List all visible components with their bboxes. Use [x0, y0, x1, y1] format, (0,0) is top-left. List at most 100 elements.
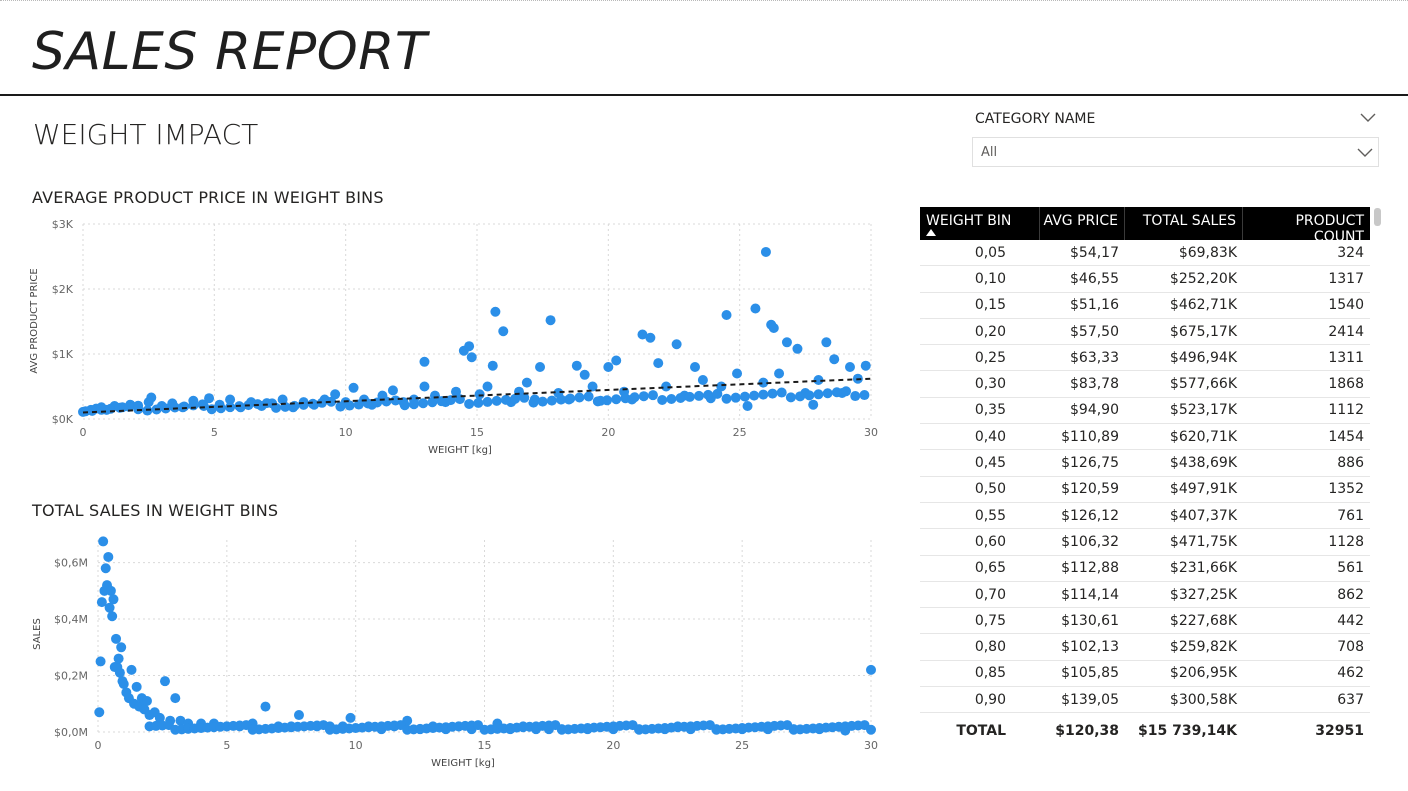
data-point [776, 387, 787, 398]
table-row[interactable]: 0,45 $126,75 $438,69K 886 [920, 450, 1370, 477]
table-row[interactable]: 0,55 $126,12 $407,37K 761 [920, 503, 1370, 530]
table-row[interactable]: 0,75 $130,61 $227,68K 442 [920, 608, 1370, 635]
table-row[interactable]: 0,25 $63,33 $496,94K 1311 [920, 345, 1370, 372]
data-point [804, 390, 815, 401]
table-row[interactable]: 0,30 $83,78 $577,66K 1868 [920, 371, 1370, 398]
cell-weight-bin: 0,55 [974, 507, 1006, 524]
data-point [154, 712, 165, 723]
cell-product-count: 886 [1337, 455, 1364, 472]
cell-weight-bin: 0,20 [974, 323, 1006, 340]
chart-title-avg-price: AVERAGE PRODUCT PRICE IN WEIGHT BINS [32, 188, 384, 207]
table-scrollbar[interactable] [1374, 208, 1381, 226]
data-point [206, 404, 217, 415]
data-point [813, 375, 824, 385]
data-point [133, 400, 144, 411]
cell-avg-price: $105,85 [1061, 665, 1119, 682]
weight-bin-table: WEIGHT BIN AVG PRICE TOTAL SALES PRODUCT… [920, 207, 1370, 742]
cell-product-count: 1352 [1328, 481, 1364, 498]
data-point [105, 585, 116, 596]
cell-weight-bin: 0,10 [974, 270, 1006, 287]
data-point [170, 693, 181, 704]
data-point [841, 386, 852, 397]
data-point [103, 551, 114, 562]
table-row[interactable]: 0,40 $110,89 $620,71K 1454 [920, 424, 1370, 451]
data-point [829, 354, 840, 365]
cell-total-sales: $497,91K [1169, 481, 1237, 498]
cell-avg-price: $120,59 [1061, 481, 1119, 498]
cell-total-sales: $438,69K [1169, 455, 1237, 472]
cell-avg-price: $54,17 [1070, 244, 1119, 261]
column-header-avg-price[interactable]: AVG PRICE [1040, 207, 1125, 240]
avg-price-scatter-chart[interactable]: $0K $1K $2K $3K 0 5 10 15 20 25 30 WEIGHT [kg] AVG P… [20, 210, 900, 470]
data-point [261, 398, 272, 409]
table-row[interactable]: 0,80 $102,13 $259,82K 708 [920, 634, 1370, 661]
table-row[interactable]: 0,70 $114,14 $327,25K 862 [920, 582, 1370, 609]
data-point [131, 681, 142, 692]
data-point [732, 368, 743, 379]
data-point [657, 395, 668, 406]
table-row[interactable]: 0,60 $106,32 $471,75K 1128 [920, 529, 1370, 556]
data-point [822, 388, 833, 399]
data-point [545, 315, 556, 326]
data-point [821, 337, 832, 348]
table-body[interactable]: 0,05 $54,17 $69,83K 324 0,10 $46,55 $252,20K 13… [920, 240, 1370, 723]
data-point [419, 381, 430, 392]
y-tick-label: $1K [52, 348, 74, 361]
cell-avg-price: $126,75 [1061, 455, 1119, 472]
data-point [500, 394, 511, 405]
data-point [118, 679, 129, 689]
data-point [466, 352, 477, 363]
data-point [408, 399, 419, 410]
table-header: WEIGHT BIN AVG PRICE TOTAL SALES PRODUCT… [920, 207, 1370, 245]
total-sales-scatter-chart[interactable]: $0,0M $0,2M $0,4M $0,6M 0 5 10 15 20 25 30 WEIGHT [… [20, 528, 900, 778]
column-header-weight-bin[interactable]: WEIGHT BIN [920, 207, 1040, 240]
table-row[interactable]: 0,90 $139,05 $300,58K 637 [920, 687, 1370, 714]
data-point [418, 398, 429, 409]
data-point [95, 656, 106, 667]
x-tick-label: 5 [211, 426, 218, 439]
data-point [638, 391, 649, 402]
cell-total-sales: $577,66K [1169, 376, 1237, 393]
table-row[interactable]: 0,50 $120,59 $497,91K 1352 [920, 477, 1370, 503]
table-row[interactable]: 0,85 $105,85 $206,95K 462 [920, 661, 1370, 688]
data-point [703, 389, 714, 400]
data-point [204, 393, 215, 404]
data-point [289, 400, 300, 411]
y-tick-label: $0,2M [54, 670, 88, 683]
table-row[interactable]: 0,20 $57,50 $675,17K 2414 [920, 319, 1370, 346]
data-point [611, 355, 622, 366]
data-point [750, 303, 761, 314]
table-row[interactable]: 0,05 $54,17 $69,83K 324 [920, 240, 1370, 267]
data-point [693, 390, 704, 401]
data-point [647, 390, 658, 401]
x-tick-label: 0 [80, 426, 87, 439]
total-sales: $15 739,14K [1138, 723, 1237, 739]
table-row[interactable]: 0,10 $46,55 $252,20K 1317 [920, 266, 1370, 293]
cell-product-count: 708 [1337, 639, 1364, 656]
cell-weight-bin: 0,25 [974, 349, 1006, 366]
chevron-down-icon[interactable] [1359, 110, 1377, 124]
column-header-product-count[interactable]: PRODUCT COUNT [1295, 213, 1364, 245]
cell-total-sales: $69,83K [1178, 244, 1237, 261]
cell-weight-bin: 0,80 [974, 639, 1006, 656]
y-tick-label: $0,0M [54, 726, 88, 739]
data-point [795, 391, 806, 402]
data-point [482, 396, 493, 407]
data-point [859, 390, 870, 401]
cell-weight-bin: 0,70 [974, 586, 1006, 603]
category-dropdown[interactable]: All [972, 137, 1379, 167]
table-row[interactable]: 0,35 $94,90 $523,17K 1112 [920, 398, 1370, 425]
table-row[interactable]: 0,15 $51,16 $462,71K 1540 [920, 293, 1370, 319]
data-point [730, 392, 741, 403]
data-point [298, 399, 309, 410]
data-point [179, 401, 190, 412]
cell-total-sales: $471,75K [1169, 533, 1237, 550]
y-axis-title: SALES [32, 618, 43, 650]
data-point [519, 392, 530, 403]
data-point [579, 369, 590, 380]
x-tick-label: 10 [349, 739, 363, 752]
column-header-total-sales[interactable]: TOTAL SALES [1125, 207, 1243, 240]
cell-total-sales: $620,71K [1169, 428, 1237, 445]
table-row[interactable]: 0,65 $112,88 $231,66K 561 [920, 556, 1370, 582]
data-point [498, 326, 509, 337]
